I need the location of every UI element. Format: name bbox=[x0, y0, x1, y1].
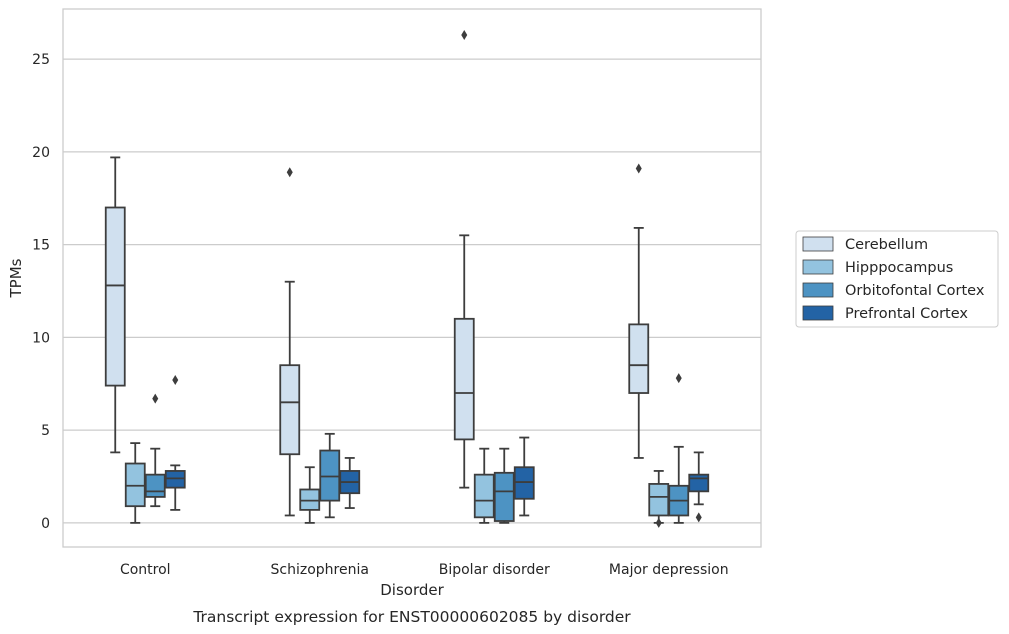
x-tick-label: Major depression bbox=[609, 562, 729, 578]
box-plot bbox=[339, 457, 361, 509]
outlier-point bbox=[655, 517, 662, 528]
legend-swatch bbox=[802, 305, 834, 321]
y-tick-label: 15 bbox=[32, 238, 50, 254]
box bbox=[319, 449, 341, 502]
box bbox=[299, 488, 321, 511]
box bbox=[124, 462, 146, 508]
box bbox=[144, 473, 166, 498]
x-tick-label: Bipolar disorder bbox=[439, 562, 550, 578]
box bbox=[104, 206, 126, 387]
x-tick-labels: Control Schizophrenia Bipolar disorder Majo… bbox=[120, 562, 729, 578]
plot-background bbox=[63, 9, 761, 547]
box-plot bbox=[473, 447, 495, 524]
box-group bbox=[628, 163, 710, 528]
box-plot bbox=[144, 393, 166, 508]
y-tick-label: 0 bbox=[41, 516, 50, 532]
box bbox=[164, 470, 186, 489]
box bbox=[688, 473, 710, 493]
box-group bbox=[104, 156, 186, 524]
box bbox=[279, 364, 301, 456]
legend-frame bbox=[795, 230, 999, 328]
outlier-point bbox=[172, 375, 179, 386]
legend: Cerebellum Hipppocampus Orbitofontal Corte… bbox=[795, 230, 999, 328]
box-plot bbox=[299, 466, 321, 524]
y-tick-label: 20 bbox=[32, 145, 50, 161]
box-plot bbox=[279, 167, 301, 517]
y-tick-labels: 0 5 10 15 20 25 bbox=[32, 52, 50, 532]
outlier-point bbox=[675, 373, 682, 384]
box-plot bbox=[453, 29, 475, 489]
box-plot bbox=[319, 432, 341, 519]
box bbox=[453, 317, 475, 441]
legend-label: Hipppocampus bbox=[845, 260, 953, 276]
outlier-point bbox=[152, 393, 159, 404]
legend-label: Cerebellum bbox=[845, 237, 928, 253]
legend-label: Orbitofontal Cortex bbox=[845, 283, 985, 299]
outlier-point bbox=[286, 167, 293, 178]
outlier-point bbox=[635, 163, 642, 174]
outlier-point bbox=[461, 29, 468, 40]
box-groups bbox=[104, 29, 710, 528]
box-plot bbox=[688, 451, 710, 523]
box bbox=[513, 466, 535, 500]
legend-swatch bbox=[802, 236, 834, 252]
y-tick-label: 25 bbox=[32, 52, 50, 68]
box bbox=[473, 473, 495, 519]
x-tick-label: Schizophrenia bbox=[271, 562, 369, 578]
y-tick-label: 5 bbox=[41, 423, 50, 439]
box-plot bbox=[668, 373, 690, 524]
box-plot bbox=[648, 470, 670, 528]
x-tick-label: Control bbox=[120, 562, 171, 578]
box-plot bbox=[628, 163, 650, 459]
legend-label: Prefrontal Cortex bbox=[845, 306, 968, 322]
box-plot bbox=[493, 447, 515, 524]
box bbox=[628, 323, 650, 394]
box-plot bbox=[513, 436, 535, 517]
chart-caption: Transcript expression for ENST0000060208… bbox=[192, 608, 631, 626]
x-axis-title: Disorder bbox=[380, 581, 444, 599]
box-plot bbox=[164, 375, 186, 511]
outlier-point bbox=[695, 512, 702, 523]
box-group bbox=[279, 167, 361, 524]
gridlines bbox=[63, 58, 761, 524]
y-axis-title: TPMs bbox=[7, 258, 25, 298]
legend-swatch bbox=[802, 259, 834, 275]
legend-swatch bbox=[802, 282, 834, 298]
box-plot bbox=[104, 156, 126, 454]
box-plot bbox=[124, 442, 146, 524]
y-tick-label: 10 bbox=[32, 330, 50, 346]
box-group bbox=[453, 29, 535, 524]
box bbox=[493, 471, 515, 522]
box bbox=[648, 483, 670, 517]
plot-frame bbox=[62, 8, 762, 548]
